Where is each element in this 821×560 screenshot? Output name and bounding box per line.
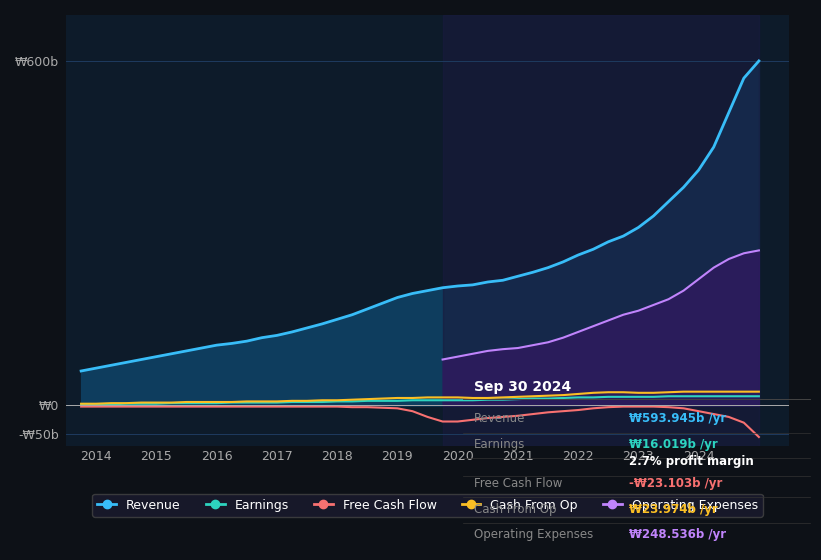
Text: 2.7% profit margin: 2.7% profit margin xyxy=(629,455,754,469)
Text: Earnings: Earnings xyxy=(474,438,525,451)
Text: Cash From Op: Cash From Op xyxy=(474,502,556,516)
Text: ₩16.019b /yr: ₩16.019b /yr xyxy=(629,438,718,451)
Bar xyxy=(443,15,759,446)
Text: ₩593.945b /yr: ₩593.945b /yr xyxy=(629,412,727,426)
Legend: Revenue, Earnings, Free Cash Flow, Cash From Op, Operating Expenses: Revenue, Earnings, Free Cash Flow, Cash … xyxy=(93,494,763,517)
Text: -₩23.103b /yr: -₩23.103b /yr xyxy=(629,477,722,490)
Text: Revenue: Revenue xyxy=(474,412,525,426)
Text: Free Cash Flow: Free Cash Flow xyxy=(474,477,562,490)
Text: Operating Expenses: Operating Expenses xyxy=(474,528,593,541)
Text: ₩248.536b /yr: ₩248.536b /yr xyxy=(629,528,727,541)
Text: ₩23.974b /yr: ₩23.974b /yr xyxy=(629,502,718,516)
Text: Sep 30 2024: Sep 30 2024 xyxy=(474,380,571,394)
